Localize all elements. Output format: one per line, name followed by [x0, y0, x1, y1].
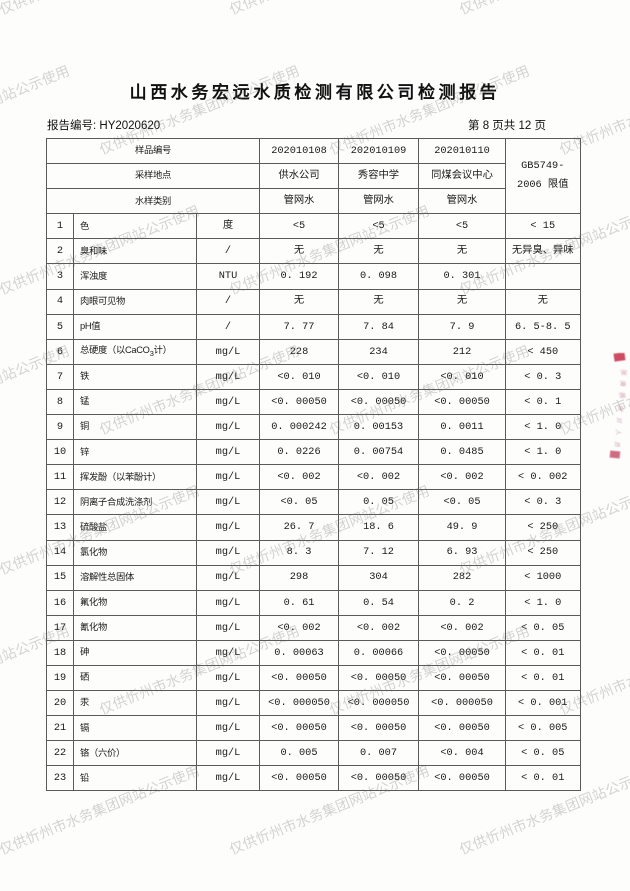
svg-text:海: 海 [618, 379, 627, 388]
svg-text:对: 对 [615, 417, 623, 425]
svg-text:燕: 燕 [617, 391, 626, 400]
svg-text:人: 人 [614, 428, 622, 435]
svg-text:张: 张 [619, 368, 628, 377]
svg-text:核: 核 [616, 404, 625, 412]
svg-text:员: 员 [613, 441, 620, 448]
